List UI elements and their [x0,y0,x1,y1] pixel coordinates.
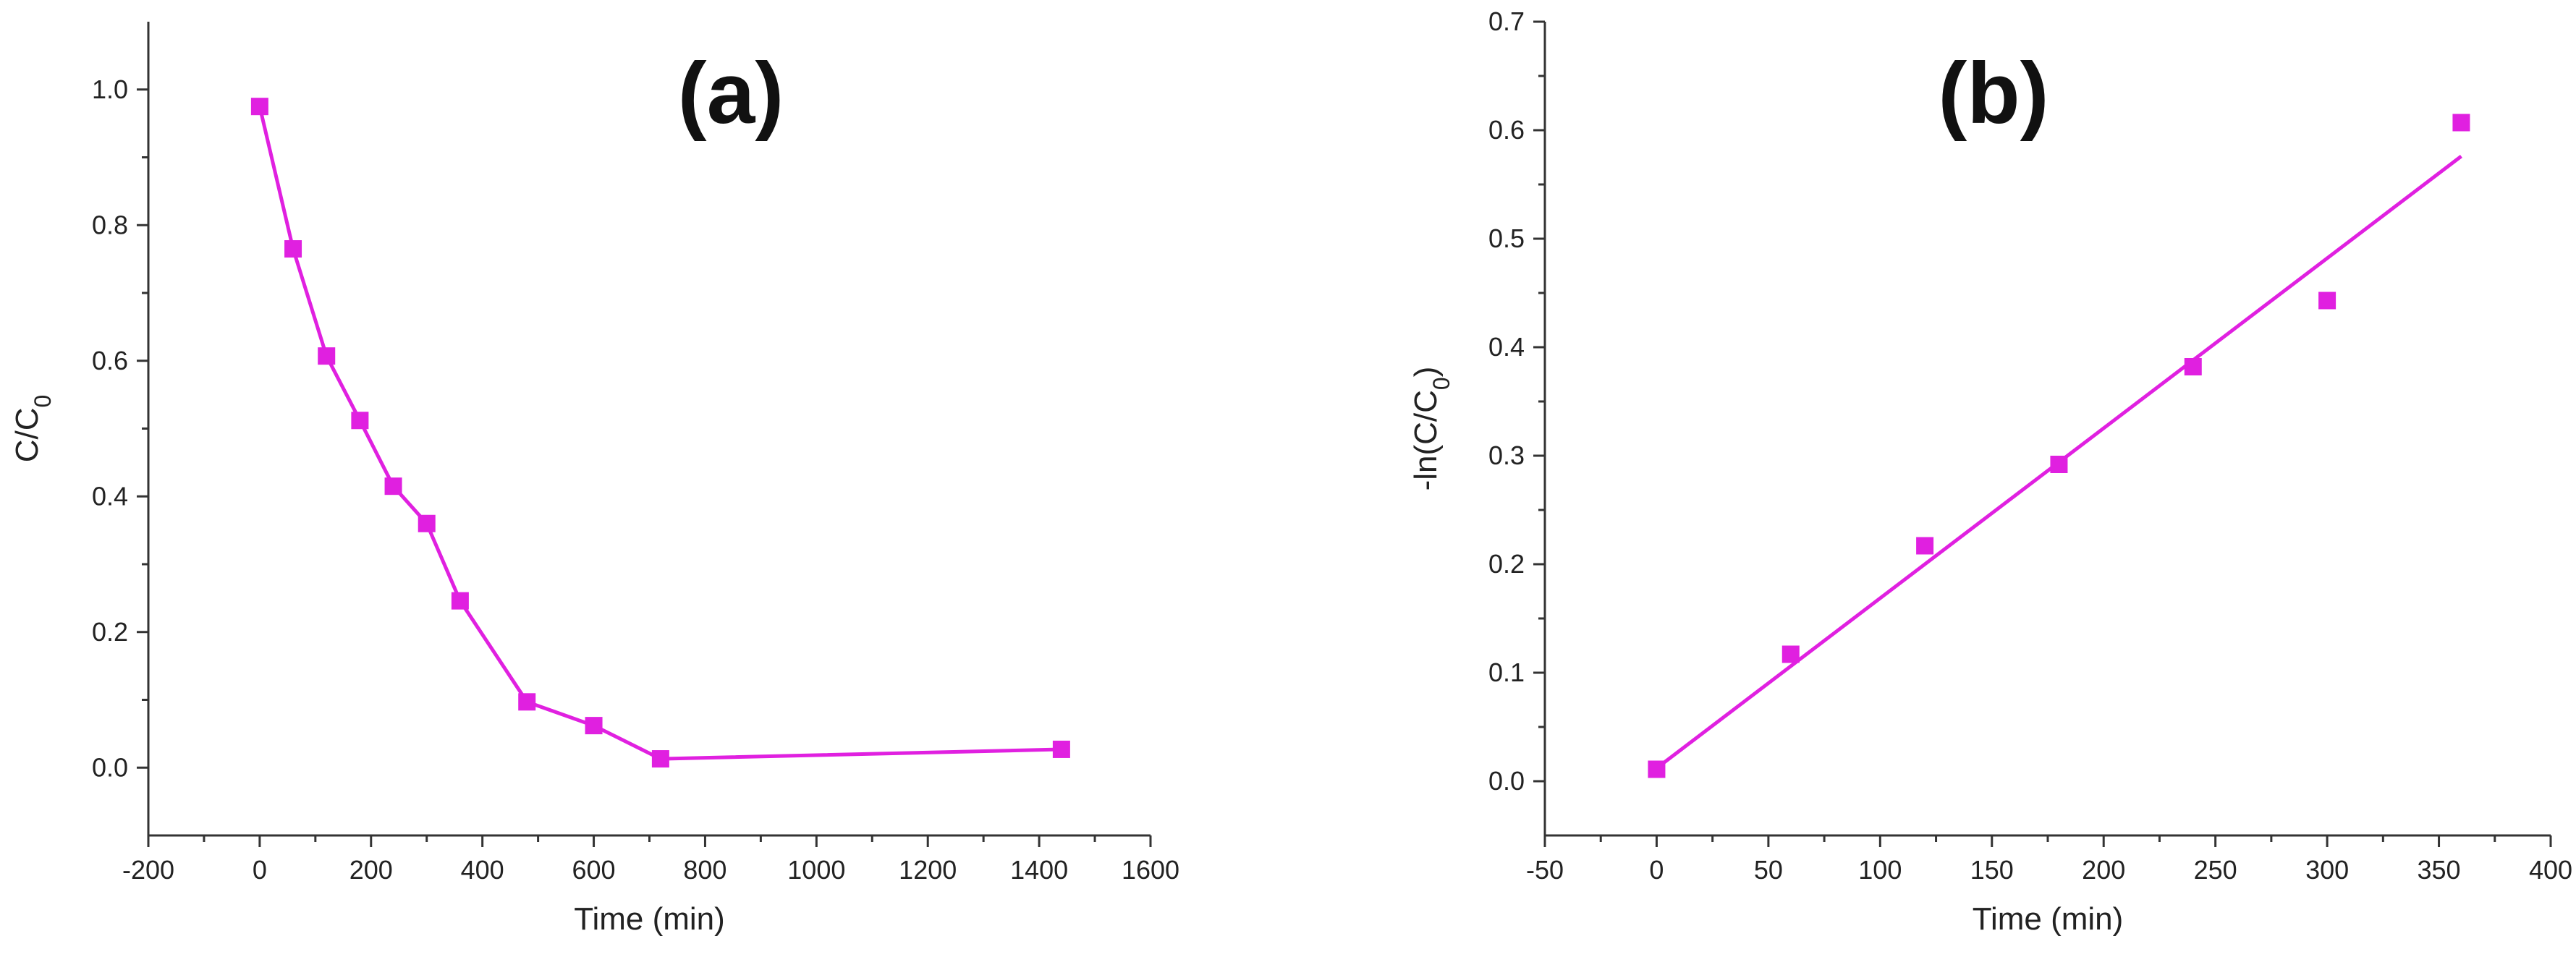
series-line [258,106,1062,761]
data-point [518,693,536,711]
x-tick-label: 350 [2418,855,2461,885]
x-axis-title: Time (min) [1973,901,2124,937]
panel-label: (a) [678,45,784,142]
y-tick-label: 0.2 [92,617,128,647]
x-tick-label: 600 [572,855,616,885]
x-tick-label: 200 [349,855,393,885]
data-point [585,717,603,735]
chart-panel-a: -200 0 200 400 600 800 1000 1200 1400 1600 0.0 0.2 0… [9,22,1179,937]
y-tick-label: 0.8 [92,210,128,239]
x-tick-label: 1000 [787,855,845,885]
x-tick-label: 0 [1649,855,1664,885]
y-tick-label: 0.2 [1488,549,1525,579]
x-tick-label: 800 [683,855,726,885]
x-tick-label: 0 [253,855,267,885]
y-tick-label: 0.7 [1488,7,1525,36]
x-tick-label: 250 [2194,855,2237,885]
chart-panel-b: -50 0 50 100 150 200 250 300 350 400 0.0 0.1 0.2 0.3 0… [1408,7,2572,937]
data-point [1916,537,1934,555]
y-tick-label: 0.3 [1488,441,1525,470]
y-tick-label: 0.6 [1488,115,1525,145]
x-tick-label: 100 [1858,855,1902,885]
x-tick-label: -50 [1526,855,1564,885]
x-tick-label: 200 [2082,855,2125,885]
data-point [318,347,336,365]
x-tick-label: 150 [1970,855,2014,885]
y-axis-title-main: -ln(C/C [1408,390,1444,490]
data-point [2452,114,2470,132]
x-tick-label: 1200 [899,855,957,885]
data-point [2318,292,2336,310]
x-tick-label: 400 [2529,855,2572,885]
x-tick-label: 1600 [1122,855,1179,885]
data-point [250,98,268,116]
y-tick-label: 1.0 [92,75,128,104]
y-tick-label: 0.6 [92,346,128,375]
panel-label: (b) [1938,45,2048,142]
y-axis-title: -ln(C/C0) [1408,367,1454,491]
data-point [1781,645,1800,663]
y-tick-label: 0.0 [1488,766,1525,796]
y-axis-title-subscript: 0 [30,395,56,408]
y-tick-label: 0.1 [1488,658,1525,687]
x-tick-label: -200 [122,855,174,885]
y-axis-title-main: C/C [9,408,45,463]
x-tick-label: 50 [1754,855,1783,885]
data-point [2050,456,2068,473]
data-point [451,592,469,610]
x-tick-label: 400 [461,855,504,885]
x-axis-title: Time (min) [574,901,725,937]
data-point [284,240,302,258]
y-axis-title-subscript: 0 [1428,377,1454,390]
y-axis-title: C/C0 [9,395,56,463]
data-point [1648,760,1666,778]
y-tick-label: 0.4 [1488,332,1525,362]
data-point [418,514,436,532]
data-point [384,477,402,495]
x-tick-label: 300 [2305,855,2349,885]
y-tick-label: 0.5 [1488,224,1525,253]
data-point [651,750,669,768]
y-tick-label: 0.4 [92,481,128,511]
data-point [351,412,369,430]
data-point [2184,358,2202,375]
x-tick-label: 1400 [1010,855,1068,885]
data-point [1052,740,1070,758]
y-tick-label: 0.0 [92,752,128,782]
y-axis-title-tail: ) [1408,367,1444,378]
